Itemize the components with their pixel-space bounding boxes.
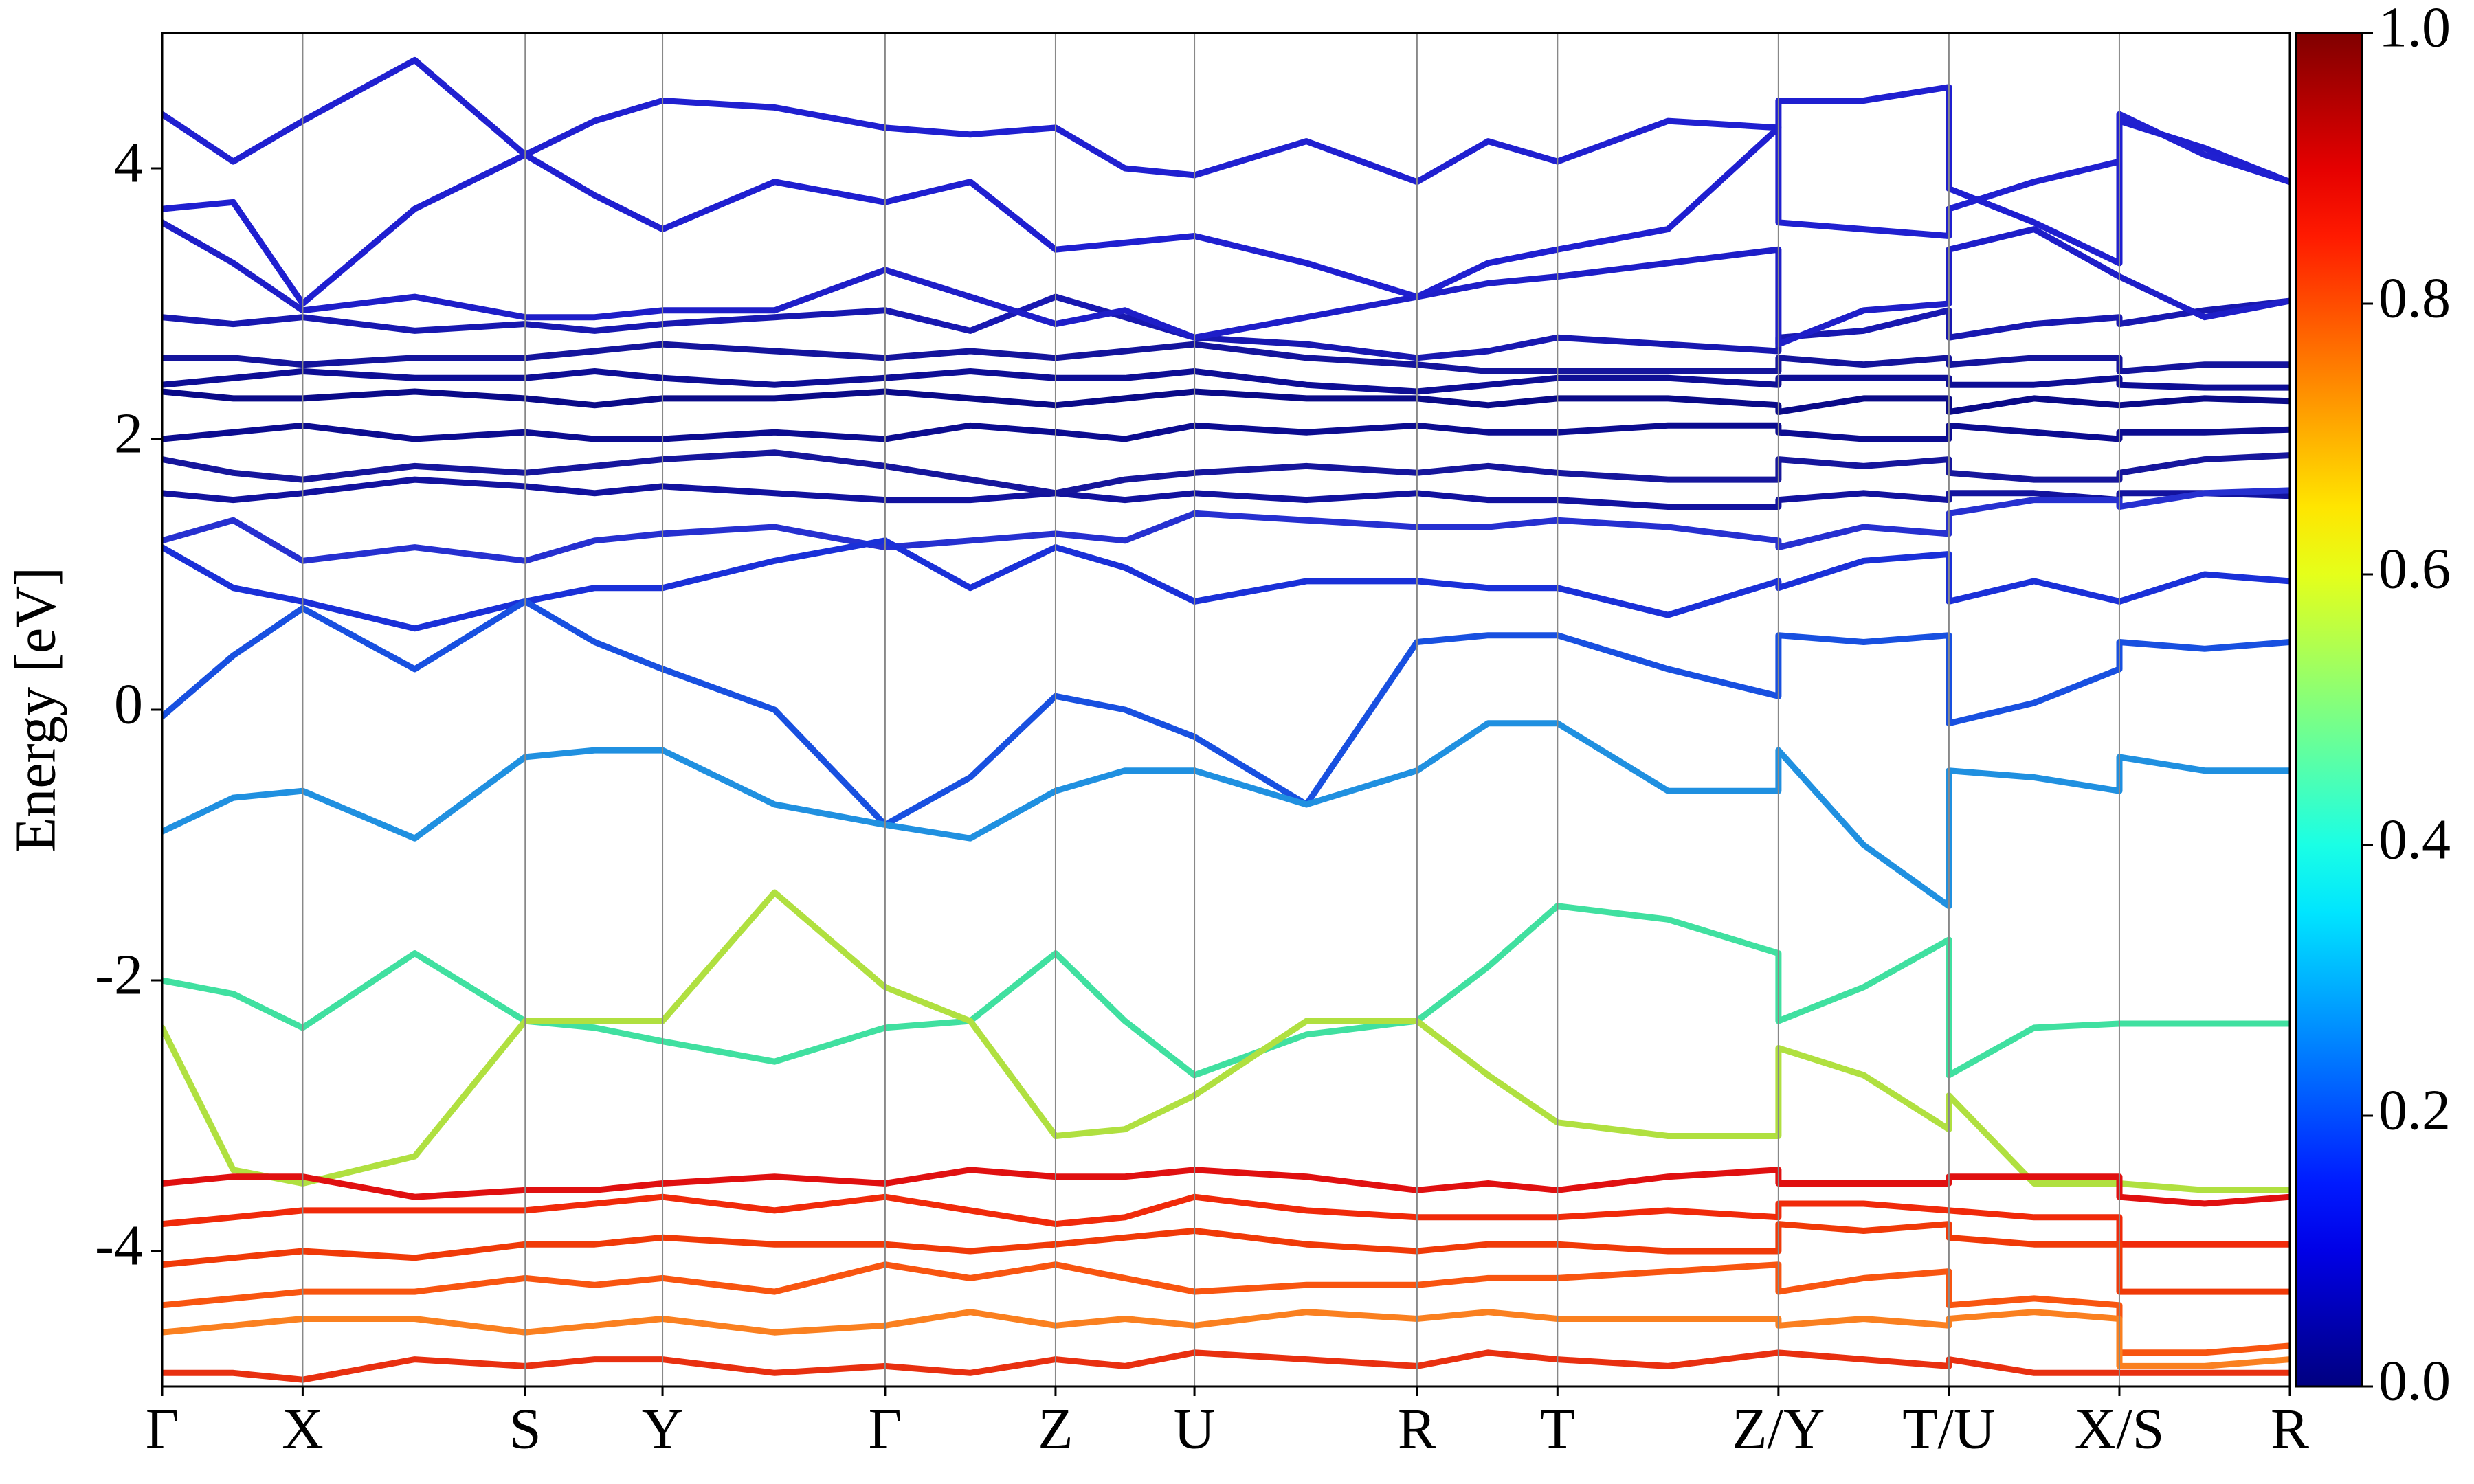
colorbar-tick-label: 0.2	[2378, 1078, 2451, 1142]
colorbar-tick-label: 1.0	[2378, 0, 2451, 59]
band	[162, 903, 2290, 1079]
x-tick-label: R	[2271, 1397, 2309, 1461]
y-axis-label: Energy [eV]	[3, 567, 67, 853]
y-tick-label: -2	[95, 943, 143, 1007]
y-tick-label: 4	[114, 131, 143, 194]
band	[162, 368, 2290, 395]
x-tick-label: Z	[1038, 1397, 1073, 1461]
x-tick-label: T/U	[1902, 1397, 1995, 1461]
band	[162, 388, 2290, 416]
colorbar-tick-label: 0.4	[2378, 807, 2451, 871]
band	[162, 1167, 2290, 1207]
x-tick-label: S	[509, 1397, 542, 1461]
band	[162, 720, 2290, 910]
plot-frame	[161, 32, 2291, 1388]
x-tick-label: X/S	[2075, 1397, 2165, 1461]
band	[162, 1309, 2290, 1369]
x-tick-label: T	[1540, 1397, 1575, 1461]
x-tick-label: Γ	[869, 1397, 902, 1461]
band	[162, 84, 2290, 307]
band	[162, 1193, 2290, 1248]
x-tick-label: Γ	[146, 1397, 179, 1461]
colorbar-tick-label: 0.0	[2378, 1349, 2451, 1413]
band	[162, 476, 2290, 510]
band	[162, 1221, 2290, 1295]
band	[162, 341, 2290, 374]
y-tick-label: -4	[95, 1213, 143, 1277]
x-tick-label: Y	[642, 1397, 684, 1461]
band	[162, 598, 2290, 828]
band	[162, 422, 2290, 442]
colorbar-tick-label: 0.6	[2378, 537, 2451, 600]
plot-area	[162, 56, 2290, 1383]
band	[162, 487, 2290, 564]
y-tick-label: 2	[114, 401, 143, 465]
band	[162, 56, 2290, 239]
x-tick-label: R	[1398, 1397, 1436, 1461]
band	[162, 889, 2290, 1193]
x-tick-label: U	[1174, 1397, 1216, 1461]
x-tick-label: Z/Y	[1732, 1397, 1825, 1461]
band	[162, 449, 2290, 497]
colorbar-tick-label: 0.8	[2378, 266, 2451, 330]
band	[162, 1349, 2290, 1383]
y-tick-label: 0	[114, 672, 143, 736]
colorbar	[2295, 32, 2363, 1388]
x-tick-label: X	[282, 1397, 324, 1461]
band	[162, 293, 2290, 361]
bands	[162, 56, 2290, 1383]
band	[162, 1261, 2290, 1356]
